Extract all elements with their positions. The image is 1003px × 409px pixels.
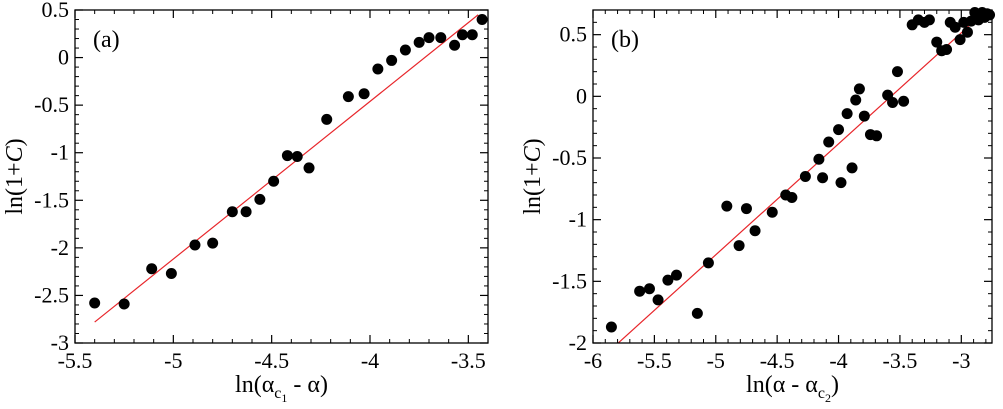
panel-a-data-point (342, 91, 354, 103)
panel-a-data-point (207, 237, 219, 249)
panel-b-x-tick-label: -6 (584, 348, 602, 373)
panel-b-data-point (871, 130, 883, 142)
panel-b-data-point (923, 14, 935, 26)
panel-b-data-point (691, 307, 703, 319)
panel-b-data-point (841, 108, 853, 120)
panel-b-data-point (961, 26, 973, 38)
panel-a-data-point (435, 32, 447, 44)
panel-b-x-tick-label: -3 (952, 348, 970, 373)
panel-b-data-point (823, 136, 835, 148)
panel-b-y-axis-title: ln(1+C) (520, 138, 546, 214)
panel-b-x-axis-title: ln(α - αc2) (746, 372, 839, 405)
panel-b-data-point (643, 283, 655, 295)
panel-a-y-tick-label: -2 (51, 235, 69, 260)
panel-a-y-tick-label: -1 (51, 140, 69, 165)
panel-b-x-tick-label: -3.5 (883, 348, 918, 373)
panel-a-x-axis-title: ln(αc1 - α) (235, 372, 328, 405)
panel-a-y-tick-label: -3 (51, 330, 69, 355)
panel-b-data-point (941, 43, 953, 55)
panel-a-x-tick-label: -3.5 (451, 348, 486, 373)
panel-a-data-point (386, 54, 398, 66)
panel-a-y-tick-label: -2.5 (34, 282, 69, 307)
panel-b-y-tick-label: -1 (569, 207, 587, 232)
panel-b-data-point (817, 172, 829, 184)
panel-b-data-point (766, 206, 778, 218)
panel-b-data-point (813, 153, 825, 165)
panel-a-data-point (281, 150, 293, 162)
panel-a-data-point (413, 36, 425, 48)
panel-b-data-point (858, 110, 870, 122)
panel-a-label: (a) (93, 27, 120, 53)
panel-a-data-point (226, 206, 238, 218)
panel-b-label: (b) (611, 27, 639, 53)
panel-b-data-point (799, 171, 811, 182)
panel-a-data-point (372, 63, 384, 75)
panel-b-data-point (786, 191, 798, 203)
panel-a-data-point (240, 206, 252, 218)
panel-b-data-point (931, 36, 943, 48)
panel-b-x-tick-label: -5 (707, 348, 725, 373)
panel-a-y-axis-title: ln(1+C) (2, 138, 28, 214)
panel-b-y-tick-label: 0.5 (560, 22, 588, 47)
panel-a-plot-frame (74, 9, 489, 344)
panel-b-data-point (949, 21, 961, 33)
panel-a-data-point (303, 162, 315, 174)
panel-a-x-tick-label: -4 (361, 348, 379, 373)
panel-b-data-point (833, 124, 845, 136)
panel-b-data-point (853, 83, 865, 95)
panel-a-y-tick-label: 0 (58, 45, 69, 70)
panel-b-y-tick-label: -1.5 (552, 268, 587, 293)
panel-b-x-tick-label: -4.5 (760, 348, 795, 373)
panel-b-data-point (670, 269, 682, 281)
panel-b-y-tick-label: 0 (576, 83, 587, 108)
panel-b-data-point (850, 94, 862, 106)
panel-a-data-point (291, 151, 303, 163)
panel-b-data-point (652, 294, 664, 306)
panel-a-x-tick-label: -5 (164, 348, 182, 373)
panel-a-y-tick-label: -1.5 (34, 187, 69, 212)
panel-a-fit-line (94, 14, 479, 323)
panel-b-data-point (721, 200, 733, 212)
panel-b-data-point (733, 240, 745, 252)
panel-b-data-point (662, 274, 674, 286)
panel-a-x-tick-label: -5.5 (58, 348, 93, 373)
panel-b-data-point (898, 95, 910, 107)
panel-a-data-point (189, 239, 201, 251)
panel-b-data-point (954, 34, 966, 46)
panel-b-chart: -6 -5.5 -5 -4.5 -4 -3.5 -3 -2 -1.5 -1 -0.5 0 0.5 (b) l… (520, 6, 996, 405)
panel-a-data-point (399, 44, 411, 56)
panel-b-x-tick-label: -5.5 (637, 348, 672, 373)
panel-b-data-point (887, 97, 899, 108)
panel-a-data-point (449, 39, 461, 51)
panel-a-chart: -5.5 -5 -4.5 -4 -3.5 -3 -2.5 -2 -1.5 -1 -0.5 0 0.5 (a… (2, 0, 489, 405)
panel-a-y-tick-label: -0.5 (34, 92, 69, 117)
panel-a-data-point (146, 263, 158, 275)
panel-b-data-point (846, 162, 858, 174)
panel-a-x-tick-label: -4.5 (254, 348, 289, 373)
panel-b-y-tick-label: -2 (569, 330, 587, 355)
panel-b-y-tick-label: -0.5 (552, 145, 587, 170)
panel-b-data-point (634, 285, 646, 297)
panel-a-data-point (466, 29, 478, 41)
panel-b-data-point (740, 203, 752, 215)
panel-a-data-point (476, 14, 488, 26)
panel-b-plot-frame (592, 9, 993, 344)
panel-b-data-point (891, 66, 903, 78)
panel-b-data-point (749, 225, 761, 237)
panel-a-y-tick-label: 0.5 (42, 0, 70, 22)
panel-b-data-point (702, 257, 714, 269)
panel-a-data-point (118, 298, 130, 310)
panel-a-data-point (423, 32, 435, 44)
panel-a-data-point (321, 113, 333, 125)
panel-a-data-point (456, 29, 468, 41)
panel-a-data-point (89, 297, 101, 309)
panel-a-data-point (165, 268, 177, 280)
panel-a-data-point (358, 88, 370, 100)
panel-a-data-point (268, 175, 280, 187)
panel-b-data-point (835, 177, 847, 189)
panel-a-data-point (254, 193, 266, 205)
panel-b-data-point (605, 321, 617, 333)
panel-b-x-tick-label: -4 (829, 348, 847, 373)
